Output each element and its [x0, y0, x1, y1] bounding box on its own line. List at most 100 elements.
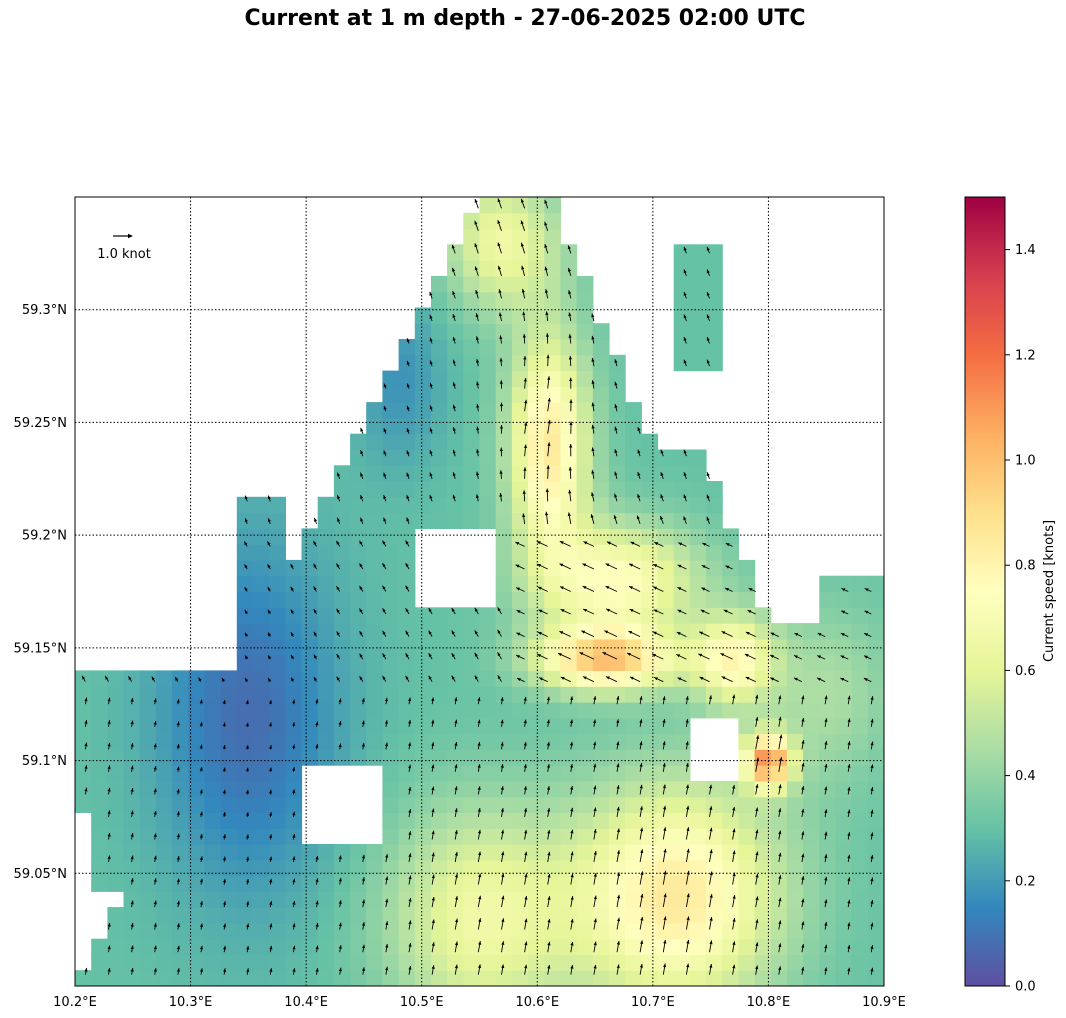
current-arrow: [547, 442, 551, 457]
speed-cell: [528, 954, 545, 971]
current-arrow: [547, 829, 551, 840]
speed-cell: [204, 844, 222, 861]
speed-cell: [608, 386, 626, 403]
speed-cell: [544, 970, 561, 986]
current-arrow: [475, 336, 479, 344]
current-arrow: [244, 609, 248, 615]
speed-cell: [544, 244, 561, 261]
current-arrow: [778, 830, 782, 840]
speed-cell: [447, 670, 464, 687]
speed-cell: [706, 875, 723, 892]
speed-cell: [398, 607, 416, 624]
speed-cell: [706, 654, 723, 671]
speed-cell: [608, 354, 626, 372]
speed-cell: [236, 559, 254, 577]
speed-cell: [155, 922, 173, 940]
current-arrow: [639, 940, 644, 953]
speed-cell: [625, 433, 642, 451]
speed-cell: [431, 765, 448, 782]
current-arrow: [153, 878, 157, 885]
speed-cell: [188, 859, 206, 877]
speed-cell: [625, 559, 642, 577]
speed-cell: [511, 812, 529, 829]
speed-cell: [641, 970, 659, 986]
speed-cell: [350, 607, 367, 624]
speed-cell: [641, 512, 659, 529]
speed-cell: [236, 528, 254, 545]
speed-cell: [689, 654, 707, 671]
speed-cell: [285, 796, 303, 813]
current-arrow: [732, 872, 736, 885]
speed-cell: [333, 512, 351, 529]
current-arrow: [523, 764, 527, 772]
speed-cell: [269, 544, 286, 561]
current-arrow: [591, 447, 595, 457]
speed-cell: [382, 386, 400, 403]
current-arrow: [245, 789, 249, 795]
current-arrow: [431, 852, 435, 863]
speed-cell: [236, 796, 254, 813]
current-arrow: [406, 405, 410, 412]
speed-cell: [625, 749, 642, 766]
current-arrow: [199, 856, 203, 863]
speed-cell: [786, 907, 804, 924]
current-arrow: [269, 878, 273, 885]
speed-cell: [528, 544, 545, 561]
current-arrow: [359, 675, 364, 682]
current-arrow: [405, 630, 410, 637]
current-arrow: [801, 898, 805, 908]
colorbar-tick-label: 0.0: [1015, 980, 1036, 995]
current-arrow: [84, 697, 88, 705]
speed-cell: [123, 780, 141, 798]
speed-cell: [463, 623, 481, 640]
speed-cell: [657, 812, 675, 829]
speed-cell: [414, 749, 432, 766]
speed-cell: [706, 702, 723, 719]
speed-cell: [172, 733, 189, 750]
speed-cell: [641, 670, 659, 687]
speed-cell: [754, 749, 772, 766]
speed-cell: [706, 512, 723, 529]
speed-cell: [803, 670, 820, 687]
current-arrow: [568, 355, 572, 367]
speed-cell: [431, 859, 448, 877]
current-arrow: [84, 742, 88, 750]
current-arrow: [593, 850, 597, 863]
speed-cell: [528, 844, 545, 861]
speed-cell: [706, 859, 723, 877]
current-arrow: [153, 698, 157, 705]
speed-cell: [447, 433, 464, 451]
speed-cell: [641, 875, 659, 892]
speed-cell: [414, 638, 432, 656]
speed-cell: [673, 496, 691, 514]
current-arrow: [359, 540, 364, 547]
speed-cell: [188, 875, 206, 892]
speed-cell: [608, 559, 626, 577]
current-arrow: [499, 357, 503, 367]
current-arrow: [570, 807, 574, 817]
current-arrow: [639, 827, 644, 840]
speed-cell: [754, 796, 772, 813]
speed-cell: [576, 417, 594, 435]
speed-cell: [75, 733, 92, 750]
current-arrow: [662, 784, 666, 795]
speed-cell: [479, 417, 497, 435]
current-arrow: [824, 763, 828, 772]
speed-cell: [382, 954, 400, 971]
speed-cell: [495, 907, 513, 924]
speed-cell: [236, 733, 254, 750]
current-arrow: [199, 878, 203, 885]
current-arrow: [359, 653, 364, 660]
speed-cell: [301, 733, 319, 750]
speed-cell: [706, 812, 723, 829]
speed-cell: [528, 891, 545, 908]
speed-cell: [479, 922, 497, 940]
current-arrow: [338, 720, 342, 727]
speed-cell: [560, 370, 578, 387]
speed-cell: [673, 844, 691, 861]
speed-cell: [835, 844, 853, 861]
speed-cell: [414, 828, 432, 845]
speed-cell: [236, 780, 254, 798]
current-arrow: [405, 652, 410, 660]
speed-cell: [689, 465, 707, 482]
